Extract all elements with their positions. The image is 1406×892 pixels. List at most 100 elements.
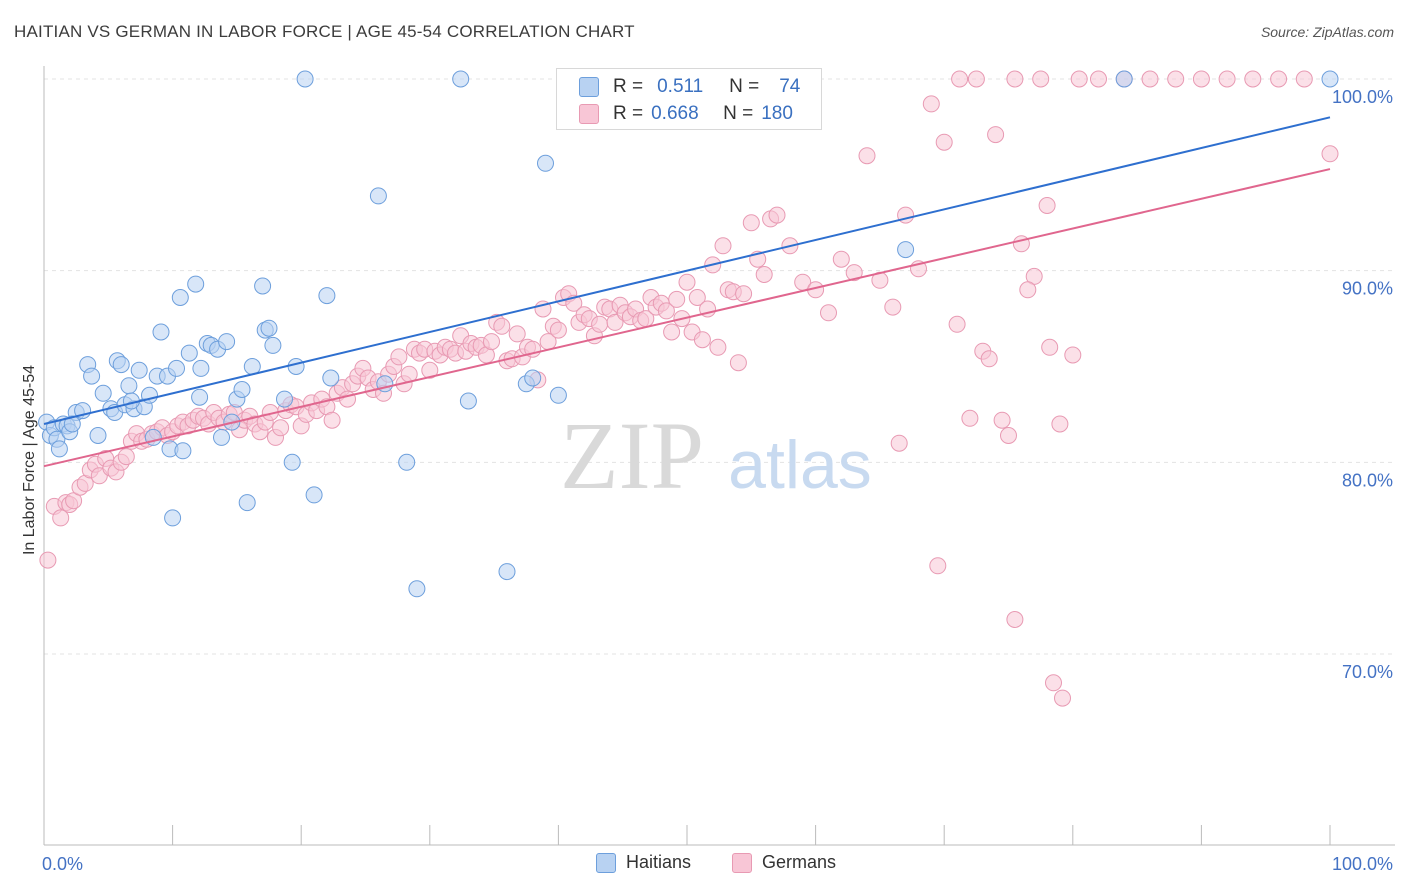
german-point: [483, 333, 500, 351]
haitian-point: [218, 333, 236, 351]
german-point: [714, 237, 732, 255]
haitian-point: [287, 358, 305, 375]
haitian-point: [213, 428, 230, 446]
haitian-point: [264, 336, 282, 354]
german-point: [688, 289, 706, 306]
german-point: [1051, 415, 1069, 433]
german-point: [1141, 70, 1159, 88]
german-point: [1006, 70, 1024, 88]
haitian-point: [260, 319, 278, 337]
haitian-point: [191, 388, 209, 406]
german-point: [1041, 338, 1059, 356]
x-tick-label: 0.0%: [42, 854, 83, 874]
haitian-point: [171, 289, 189, 306]
haitian-point: [398, 453, 416, 471]
haitian-point: [130, 361, 148, 379]
haitian-point: [498, 563, 516, 581]
german-point: [768, 206, 786, 224]
haitian-point: [296, 70, 314, 88]
watermark-zip: ZIP: [560, 402, 704, 509]
haitian-point: [452, 70, 470, 88]
german-point: [951, 70, 969, 88]
haitian-point: [524, 369, 542, 387]
haitian-point: [83, 367, 101, 385]
german-point: [1000, 427, 1017, 444]
legend: R = 0.511 N = 74 R = 0.668 N = 180: [556, 68, 822, 130]
haitian-point: [174, 442, 192, 460]
bottom-legend-germans: Germans: [732, 852, 836, 873]
haitian-point: [233, 381, 251, 398]
german-point: [39, 551, 57, 569]
legend-swatch-haitians: [579, 77, 599, 97]
legend-row-haitians: R = 0.511 N = 74: [579, 75, 800, 99]
german-point: [1045, 674, 1062, 692]
haitian-point: [187, 275, 205, 293]
german-point: [508, 325, 526, 343]
tick-labels: 70.0% 80.0% 90.0% 100.0% 0.0% 100.0%: [42, 87, 1393, 874]
german-point: [980, 350, 998, 368]
german-point: [591, 315, 609, 333]
haitian-point: [152, 323, 170, 341]
german-point: [1295, 70, 1313, 88]
y-tick-label: 90.0%: [1342, 279, 1393, 299]
german-point: [709, 338, 727, 356]
haitian-point: [180, 344, 198, 362]
legend-n-label: N =: [723, 103, 754, 124]
legend-r-value: 0.668: [651, 103, 699, 124]
haitian-point: [63, 415, 81, 433]
source-label: Source: ZipAtlas.com: [1260, 24, 1394, 40]
haitian-point: [459, 392, 477, 410]
german-point: [1167, 70, 1185, 88]
chart-title: HAITIAN VS GERMAN IN LABOR FORCE | AGE 4…: [14, 22, 635, 41]
german-point: [729, 354, 747, 372]
haitian-point: [1115, 70, 1133, 88]
trend-line-haitians: [43, 116, 1331, 425]
haitian-point: [549, 386, 567, 404]
german-point: [693, 331, 711, 349]
german-point: [929, 557, 947, 575]
haitian-point: [283, 453, 301, 471]
german-point: [323, 411, 341, 429]
german-point: [1032, 70, 1050, 88]
legend-n-label: N =: [729, 76, 760, 97]
german-point: [884, 298, 902, 316]
haitians-label: Haitians: [626, 852, 692, 872]
german-point: [1218, 70, 1236, 88]
trend-line-germans: [43, 168, 1331, 468]
series-germans: [39, 70, 1339, 707]
germans-swatch: [732, 852, 752, 873]
german-point: [668, 290, 686, 308]
x-tick-label: 100.0%: [1332, 854, 1393, 874]
german-point: [967, 70, 985, 88]
legend-r-label: R =: [613, 76, 644, 97]
germans-label: Germans: [762, 852, 837, 872]
german-point: [678, 273, 696, 291]
german-point: [993, 411, 1011, 429]
haitian-point: [120, 377, 138, 395]
german-point: [755, 266, 773, 283]
german-point: [549, 321, 567, 339]
german-point: [663, 323, 681, 341]
german-point: [1244, 70, 1262, 88]
haitian-point: [89, 427, 107, 444]
german-point: [1192, 70, 1210, 88]
haitian-point: [369, 187, 387, 205]
haitian-point: [318, 287, 336, 305]
german-point: [987, 126, 1005, 144]
german-point: [961, 409, 979, 427]
bottom-legend-haitians: Haitians: [596, 852, 691, 873]
haitian-point: [1321, 70, 1339, 88]
haitian-point: [238, 494, 256, 512]
german-point: [1064, 346, 1082, 364]
y-tick-label: 100.0%: [1332, 87, 1393, 107]
haitian-point: [168, 359, 185, 377]
y-tick-label: 80.0%: [1342, 470, 1393, 490]
german-point: [742, 214, 760, 232]
haitian-point: [50, 440, 68, 458]
german-point: [493, 317, 511, 335]
german-point: [1006, 611, 1024, 628]
y-tick-label: 70.0%: [1342, 662, 1393, 682]
legend-row-germans: R = 0.668 N = 180: [579, 102, 793, 126]
german-point: [1270, 70, 1288, 88]
